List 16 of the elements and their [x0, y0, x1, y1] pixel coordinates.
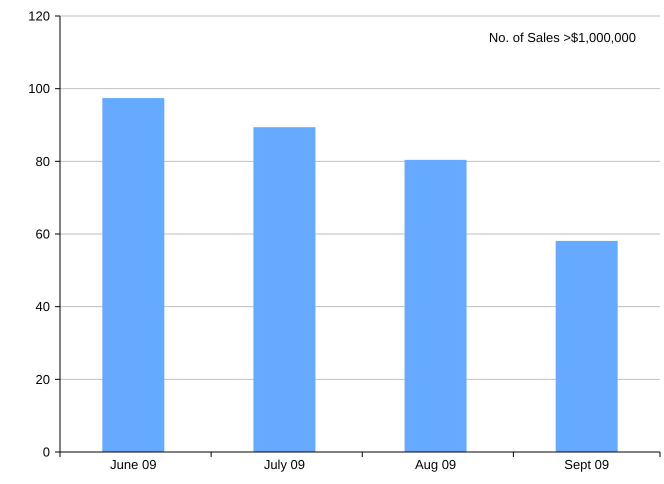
y-tick-label: 20: [36, 372, 50, 387]
y-tick-label: 120: [28, 8, 50, 24]
bar: [102, 98, 164, 452]
text: No. of Sales >$1,000,000: [488, 30, 636, 45]
bar: [556, 240, 618, 452]
y-tick-label: 80: [36, 154, 50, 169]
y-tick-label: 0: [42, 444, 50, 460]
y-tick-label: 40: [36, 299, 50, 314]
bar: [404, 160, 467, 452]
x-tick-label: Aug 09: [414, 457, 456, 472]
x-tick-label: June 09: [110, 457, 156, 472]
y-tick-label: 60: [36, 226, 50, 242]
x-tick-label: July 09: [264, 457, 306, 472]
y-tick-label: 100: [28, 81, 50, 96]
bar: [253, 127, 316, 452]
x-tick-label: Sept 09: [564, 457, 610, 472]
